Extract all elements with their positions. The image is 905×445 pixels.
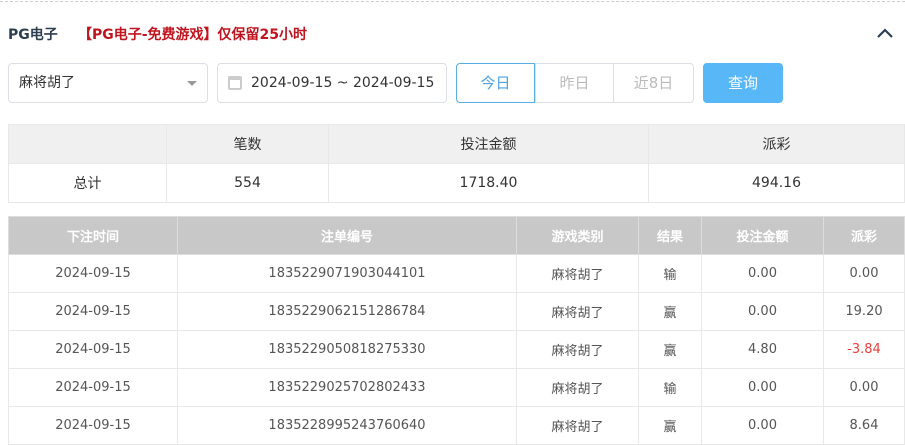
summary-cell: 1718.40 xyxy=(328,163,649,203)
table-cell: 麻将胡了 xyxy=(516,406,639,445)
game-select-value: 麻将胡了 xyxy=(19,75,75,91)
summary-header-cell: 投注金额 xyxy=(328,124,649,164)
table-cell: 19.20 xyxy=(823,292,905,331)
table-cell: 赢 xyxy=(638,330,702,369)
records-table: 下注时间 注单编号 游戏类别 结果 投注金额 派彩 2024-09-15 183522907… xyxy=(8,216,905,445)
summary-header-cell: 派彩 xyxy=(648,124,905,164)
table-cell: 输 xyxy=(638,368,702,407)
table-cell: 2024-09-15 xyxy=(8,406,178,445)
table-cell: 2024-09-15 xyxy=(8,368,178,407)
column-header: 下注时间 xyxy=(8,216,178,255)
table-cell: 2024-09-15 xyxy=(8,254,178,293)
divider xyxy=(0,1,905,2)
table-cell: 麻将胡了 xyxy=(516,330,639,369)
table-cell: 1835229050818275330 xyxy=(177,330,517,369)
table-cell: 1835229062151286784 xyxy=(177,292,517,331)
column-header: 派彩 xyxy=(823,216,905,255)
chevron-up-icon[interactable] xyxy=(876,24,894,42)
range-yesterday-button[interactable]: 昨日 xyxy=(535,63,614,103)
table-row: 2024-09-15 1835229062151286784 麻将胡了赢 0.00 19… xyxy=(8,292,905,331)
caret-down-icon xyxy=(187,81,197,86)
table-cell: 1835229025702802433 xyxy=(177,368,517,407)
column-header: 结果 xyxy=(638,216,702,255)
table-cell: 0.00 xyxy=(701,254,824,293)
summary-row: 总计 554 1718.40 494.16 xyxy=(8,163,905,203)
page-title: PG电子 xyxy=(8,27,58,43)
game-select[interactable]: 麻将胡了 xyxy=(8,63,208,103)
table-cell: 0.00 xyxy=(701,406,824,445)
table-cell: 赢 xyxy=(638,406,702,445)
column-header: 投注金额 xyxy=(701,216,824,255)
table-cell: 输 xyxy=(638,254,702,293)
table-cell: 2024-09-15 xyxy=(8,292,178,331)
table-row: 2024-09-15 1835229025702802433 麻将胡了输 0.00 0.… xyxy=(8,368,905,407)
table-cell: 麻将胡了 xyxy=(516,368,639,407)
table-cell: 0.00 xyxy=(823,254,905,293)
table-row: 2024-09-15 1835229071903044101 麻将胡了输 0.00 0.… xyxy=(8,254,905,293)
records-header: 下注时间 注单编号 游戏类别 结果 投注金额 派彩 xyxy=(8,216,905,255)
table-cell: 0.00 xyxy=(701,368,824,407)
calendar-icon xyxy=(228,76,242,90)
summary-header-cell: 笔数 xyxy=(166,124,329,164)
table-cell: -3.84 xyxy=(823,330,905,369)
summary-table: 笔数 投注金额 派彩 总计 554 1718.40 494.16 xyxy=(8,124,905,203)
date-range-input[interactable]: 2024-09-15 ~ 2024-09-15 xyxy=(217,63,447,103)
table-row: 2024-09-15 1835228995243760640 麻将胡了赢 0.00 8.… xyxy=(8,406,905,445)
summary-cell: 494.16 xyxy=(648,163,905,203)
table-cell: 赢 xyxy=(638,292,702,331)
table-cell: 4.80 xyxy=(701,330,824,369)
table-cell: 0.00 xyxy=(823,368,905,407)
date-range-value: 2024-09-15 ~ 2024-09-15 xyxy=(251,75,435,91)
table-cell: 麻将胡了 xyxy=(516,254,639,293)
table-cell: 1835228995243760640 xyxy=(177,406,517,445)
table-cell: 2024-09-15 xyxy=(8,330,178,369)
table-cell: 0.00 xyxy=(701,292,824,331)
notice-text: 【PG电子-免费游戏】仅保留25小时 xyxy=(78,27,308,43)
summary-cell: 总计 xyxy=(8,163,167,203)
table-cell: 麻将胡了 xyxy=(516,292,639,331)
table-row: 2024-09-15 1835229050818275330 麻将胡了赢 4.80 -3… xyxy=(8,330,905,369)
column-header: 注单编号 xyxy=(177,216,517,255)
column-header: 游戏类别 xyxy=(516,216,639,255)
table-cell: 1835229071903044101 xyxy=(177,254,517,293)
summary-header-cell xyxy=(8,124,167,164)
summary-cell: 554 xyxy=(166,163,329,203)
query-button[interactable]: 查询 xyxy=(703,63,783,103)
range-8days-button[interactable]: 近8日 xyxy=(614,63,694,103)
range-today-button[interactable]: 今日 xyxy=(456,63,535,103)
summary-header: 笔数 投注金额 派彩 xyxy=(8,124,905,164)
table-cell: 8.64 xyxy=(823,406,905,445)
